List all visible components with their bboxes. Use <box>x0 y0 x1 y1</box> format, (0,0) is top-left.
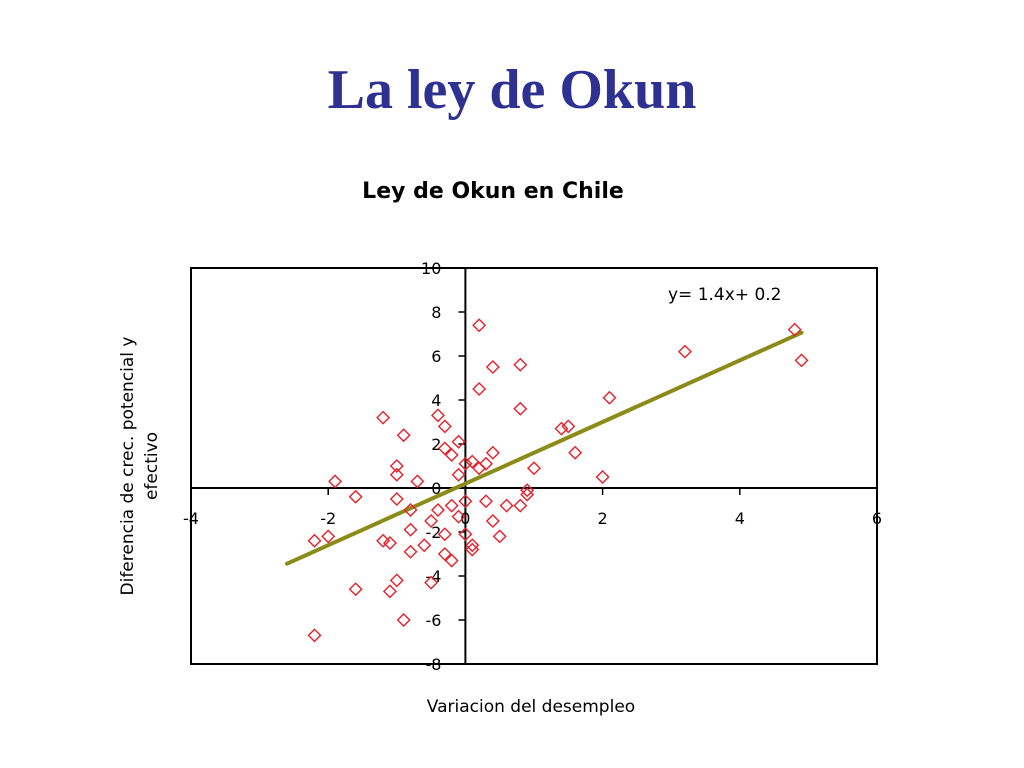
data-point <box>485 514 500 528</box>
data-point <box>472 382 487 396</box>
data-point <box>602 390 617 405</box>
data-point <box>472 318 487 333</box>
x-tick-label: -4 <box>183 509 199 528</box>
data-point <box>348 489 363 504</box>
data-point <box>554 421 569 436</box>
x-tick-label: 6 <box>872 509 882 528</box>
slide-title: La ley de Okun <box>327 59 697 121</box>
y-tick-label: -4 <box>425 567 441 586</box>
data-point <box>437 527 452 542</box>
axes <box>190 267 878 665</box>
data-point <box>348 582 363 597</box>
data-point <box>458 456 473 471</box>
data-point <box>787 322 802 337</box>
data-point <box>389 467 404 482</box>
data-point <box>444 448 459 462</box>
data-point <box>424 514 439 528</box>
trendline <box>285 330 804 566</box>
data-point <box>437 419 452 434</box>
data-point <box>465 542 480 557</box>
data-point <box>389 573 404 588</box>
data-point <box>451 467 466 482</box>
data-point <box>396 613 411 627</box>
x-tick-label: 4 <box>735 509 745 528</box>
y-tick-label: 2 <box>431 435 441 454</box>
data-point <box>321 529 336 544</box>
x-tick-label: -2 <box>320 509 336 528</box>
y-tick-label: 0 <box>431 479 441 498</box>
trendline-equation: y= 1.4x+ 0.2 <box>668 285 782 305</box>
x-axis-label: Variacion del desempleo <box>427 697 635 717</box>
data-point <box>451 509 466 524</box>
data-point <box>430 503 445 517</box>
x-tick-label: 0 <box>460 509 470 528</box>
data-point <box>389 459 404 473</box>
data-point <box>492 529 507 544</box>
data-point <box>527 461 541 476</box>
data-point <box>307 533 322 548</box>
data-point <box>437 441 452 456</box>
data-point <box>376 410 391 425</box>
data-point <box>396 428 411 443</box>
data-point <box>478 456 493 471</box>
data-point <box>561 419 576 434</box>
data-point <box>568 445 583 460</box>
data-point <box>520 483 535 498</box>
y-tick-label: -6 <box>425 611 441 630</box>
data-point <box>444 553 459 568</box>
y-tick-label: 8 <box>431 303 441 322</box>
tick-labels: -4 -2 0 2 4 6 -8 -6 -4 -2 0 2 4 6 8 10 <box>183 259 882 674</box>
data-point <box>595 470 610 484</box>
data-point <box>389 492 404 506</box>
data-point <box>513 401 528 416</box>
data-point <box>328 474 343 489</box>
y-tick-label: -8 <box>425 655 441 674</box>
data-point <box>513 357 528 372</box>
data-point <box>677 344 692 359</box>
data-point <box>403 522 418 537</box>
data-point <box>417 538 432 553</box>
data-point <box>520 487 535 502</box>
y-tick-label: 6 <box>431 347 441 366</box>
y-tick-label: -2 <box>425 523 441 542</box>
data-point <box>465 454 480 469</box>
data-point <box>424 575 439 590</box>
data-point <box>478 494 493 509</box>
data-points <box>307 318 809 643</box>
plot-area <box>190 267 878 665</box>
y-axis-label: Diferencia de crec. potencial y efectivo <box>118 337 162 596</box>
data-point <box>513 498 528 513</box>
y-tick-label: 10 <box>421 259 441 278</box>
trendline-group <box>285 330 804 566</box>
data-point <box>437 547 452 561</box>
data-point <box>458 494 473 509</box>
data-point <box>376 533 391 548</box>
data-point <box>499 498 514 513</box>
data-point <box>485 360 500 374</box>
data-point <box>382 584 397 599</box>
data-point <box>465 538 480 553</box>
y-tick-label: 4 <box>431 391 441 410</box>
x-tick-label: 2 <box>598 509 608 528</box>
data-point <box>403 503 418 517</box>
data-point <box>403 544 418 559</box>
data-point <box>382 536 397 550</box>
data-point <box>444 498 459 513</box>
chart-title: Ley de Okun en Chile <box>362 179 624 204</box>
data-point <box>794 353 809 368</box>
data-point <box>458 527 473 542</box>
data-point <box>430 408 445 423</box>
data-point <box>307 628 322 643</box>
data-point <box>451 434 466 449</box>
data-point <box>410 474 425 489</box>
data-point <box>485 445 500 460</box>
